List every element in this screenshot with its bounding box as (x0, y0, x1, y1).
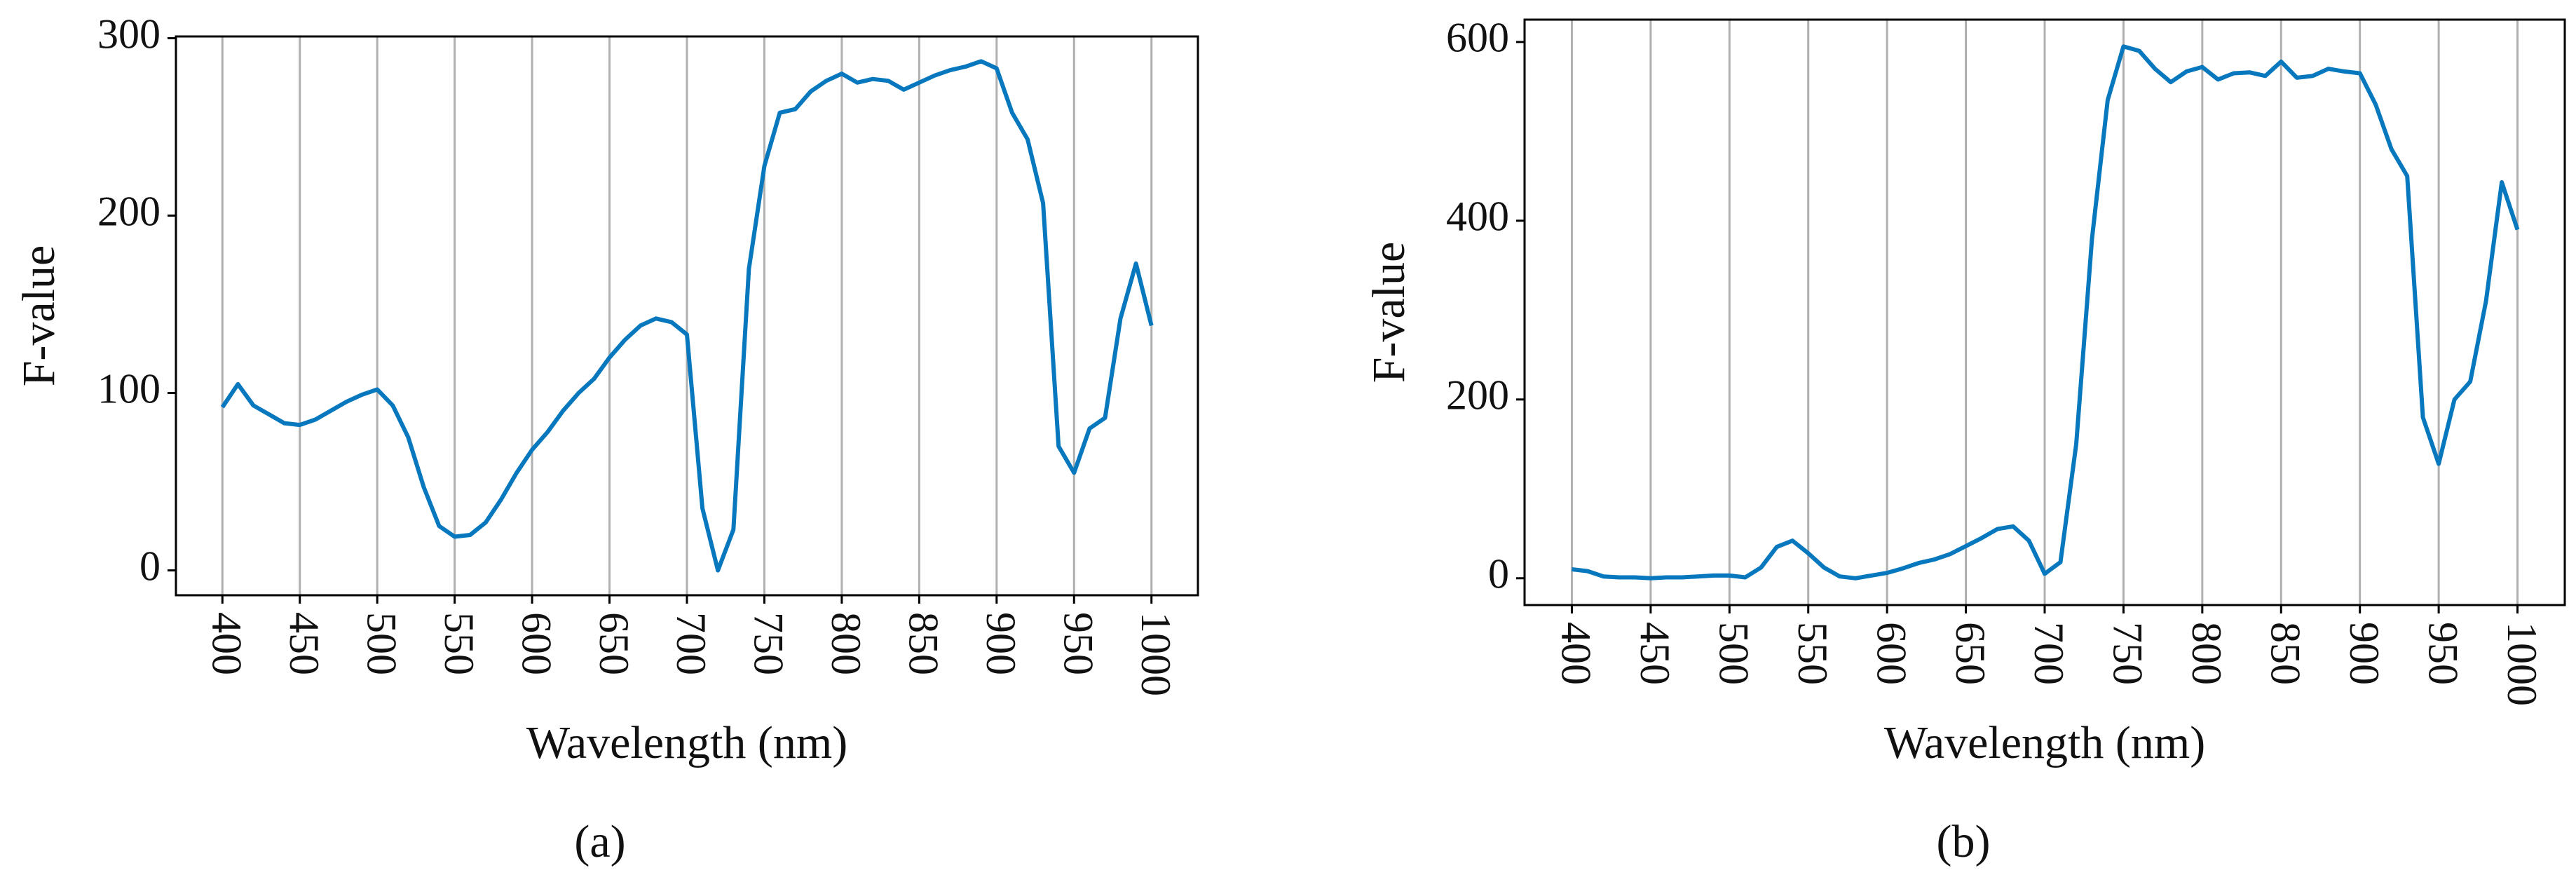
x-tick-label: 950 (2420, 622, 2466, 685)
y-axis-label: F-value (1363, 242, 1415, 384)
x-tick-label: 550 (1790, 622, 1836, 685)
plot-frame (175, 35, 1199, 597)
x-tick-label: 750 (746, 612, 792, 675)
y-tick-label: 600 (1446, 15, 1509, 61)
y-tick-label: 100 (97, 365, 161, 412)
x-tick-label: 450 (281, 612, 327, 675)
x-tick-label: 650 (1947, 622, 1994, 685)
data-line (1572, 44, 2520, 581)
data-line (220, 59, 1154, 573)
y-tick-label: 200 (1446, 372, 1509, 419)
x-tick-label: 800 (823, 612, 869, 675)
caption: (a) (574, 816, 625, 867)
x-tick-label: 650 (591, 612, 637, 675)
y-tick-label: 300 (97, 11, 161, 57)
x-tick-label: 800 (2183, 622, 2230, 685)
x-tick-label: 500 (358, 612, 404, 675)
x-tick-label: 950 (1056, 612, 1102, 675)
x-tick-label: 600 (1868, 622, 1914, 685)
x-tick-label: 400 (1553, 622, 1600, 685)
x-tick-label: 900 (2341, 622, 2387, 685)
x-tick-label: 900 (978, 612, 1024, 675)
y-tick-label: 400 (1446, 194, 1509, 240)
y-tick-label: 0 (139, 543, 161, 589)
x-tick-label: 450 (1632, 622, 1678, 685)
y-axis-label: F-value (13, 245, 64, 387)
x-tick-label: 700 (668, 612, 714, 675)
y-tick-label: 0 (1488, 551, 1509, 597)
caption: (b) (1937, 816, 1991, 867)
plot-frame (1523, 18, 2566, 606)
x-tick-label: 550 (436, 612, 482, 675)
x-tick-label: 750 (2105, 622, 2151, 685)
x-tick-label: 850 (2263, 622, 2309, 685)
y-tick-label: 200 (97, 188, 161, 234)
x-axis-label: Wavelength (nm) (1884, 717, 2205, 768)
x-tick-label: 600 (513, 612, 559, 675)
x-tick-label: 1000 (2499, 622, 2545, 706)
x-tick-label: 700 (2026, 622, 2072, 685)
x-tick-label: 1000 (1133, 612, 1179, 696)
x-axis-label: Wavelength (nm) (526, 717, 847, 768)
x-tick-label: 850 (901, 612, 947, 675)
x-tick-label: 500 (1711, 622, 1757, 685)
x-tick-label: 400 (204, 612, 250, 675)
